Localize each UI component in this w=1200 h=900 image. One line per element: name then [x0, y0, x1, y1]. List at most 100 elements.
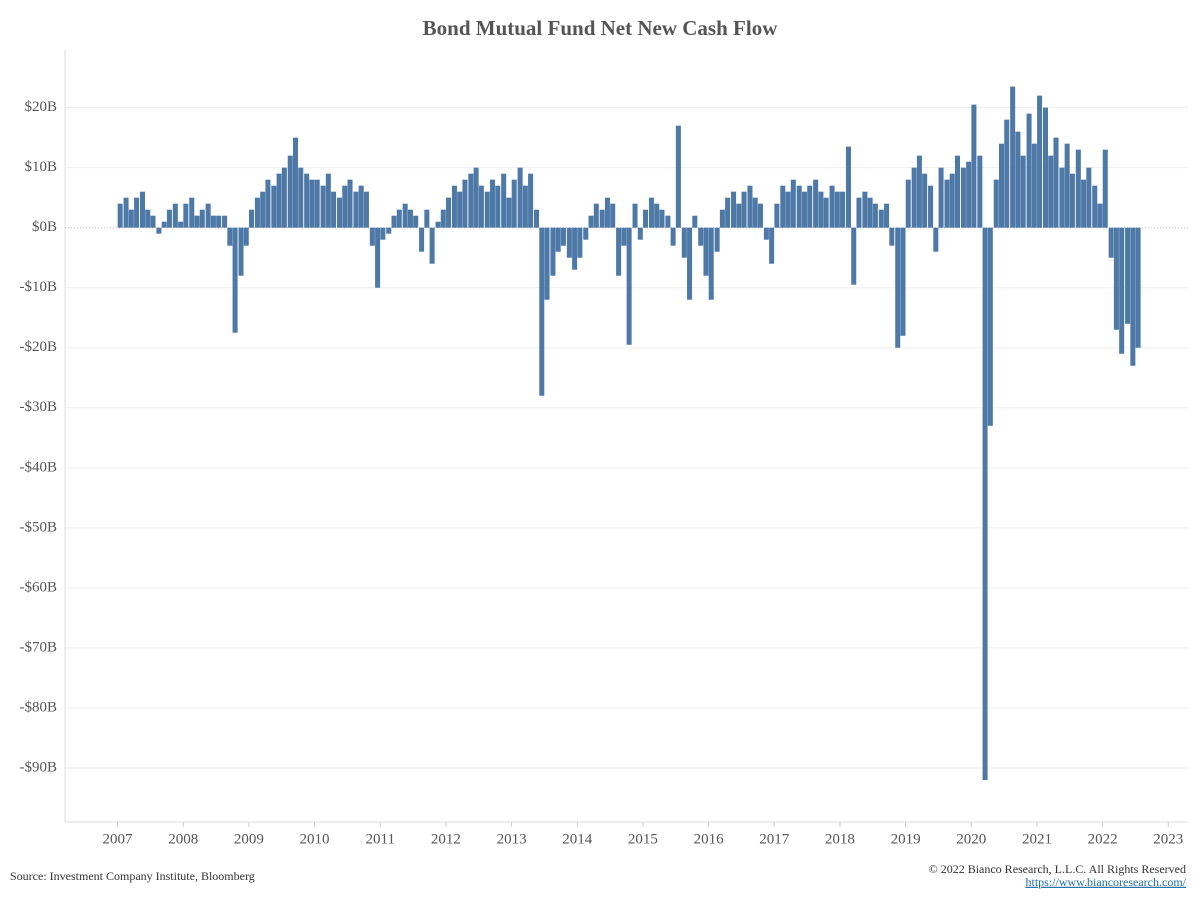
y-tick-label: -$20B: [20, 339, 58, 355]
bar: [134, 197, 140, 228]
bar: [243, 227, 249, 246]
bar: [407, 209, 413, 228]
bar: [501, 173, 507, 228]
bar: [687, 227, 693, 300]
bar: [731, 191, 737, 228]
bar: [342, 185, 348, 228]
bar: [741, 191, 747, 228]
bar: [626, 227, 632, 345]
bar: [391, 215, 397, 228]
bar: [818, 191, 824, 228]
y-tick-label: -$60B: [20, 579, 58, 595]
bar: [736, 203, 742, 228]
bar: [1092, 185, 1098, 228]
bar: [281, 167, 287, 228]
bar: [1053, 137, 1059, 228]
bar: [331, 191, 337, 228]
bar: [435, 221, 441, 228]
bar: [1119, 227, 1125, 354]
x-tick-label: 2011: [366, 831, 395, 847]
bar: [320, 185, 326, 228]
bar: [1059, 167, 1065, 228]
bar: [1108, 227, 1114, 258]
bar: [484, 191, 490, 228]
bar: [692, 215, 698, 228]
bar: [982, 227, 988, 780]
bar: [698, 227, 704, 246]
bar: [813, 179, 819, 228]
bar: [473, 167, 479, 228]
bar: [593, 203, 599, 228]
website-link[interactable]: https://www.biancoresearch.com/: [1025, 875, 1186, 889]
bar: [199, 209, 205, 228]
x-tick-label: 2017: [759, 831, 790, 847]
bar: [632, 203, 638, 228]
bar: [1130, 227, 1136, 366]
bar: [429, 227, 435, 264]
bar: [933, 227, 939, 252]
bar: [604, 197, 610, 228]
bar: [183, 203, 189, 228]
y-tick-label: $0B: [32, 219, 57, 235]
bar: [911, 167, 917, 228]
bar: [1031, 143, 1037, 228]
y-tick-label: -$40B: [20, 459, 58, 475]
bar: [462, 179, 468, 228]
x-tick-label: 2023: [1153, 831, 1183, 847]
bar: [801, 191, 807, 228]
bar: [616, 227, 622, 276]
bar: [166, 209, 172, 228]
bar: [413, 215, 419, 228]
bar: [440, 209, 446, 228]
bar: [944, 179, 950, 228]
bar: [960, 167, 966, 228]
bar: [763, 227, 769, 240]
bar: [457, 191, 463, 228]
bar: [1135, 227, 1141, 348]
bar: [780, 185, 786, 228]
bar: [314, 179, 320, 228]
bar: [829, 185, 835, 228]
bar: [419, 227, 425, 252]
bar: [511, 179, 517, 228]
bar: [599, 209, 605, 228]
bar: [539, 227, 545, 396]
bar: [1010, 86, 1016, 228]
bar: [544, 227, 550, 300]
bar: [325, 173, 331, 228]
bar: [1064, 143, 1070, 228]
bar: [851, 227, 857, 285]
bar: [719, 209, 725, 228]
bar: [856, 197, 862, 228]
bar: [867, 197, 873, 228]
bar: [572, 227, 578, 270]
bar: [725, 197, 731, 228]
bar: [1081, 179, 1087, 228]
y-tick-label: -$50B: [20, 519, 58, 535]
y-tick-label: -$30B: [20, 399, 58, 415]
bar: [834, 191, 840, 228]
y-tick-label: -$80B: [20, 699, 58, 715]
bar: [216, 215, 222, 228]
bar: [271, 185, 277, 228]
bar: [790, 179, 796, 228]
bar: [555, 227, 561, 252]
bar: [194, 215, 200, 228]
bar: [665, 215, 671, 228]
bar: [993, 179, 999, 228]
bar: [648, 197, 654, 228]
bar: [478, 185, 484, 228]
bar: [468, 173, 474, 228]
bar: [757, 203, 763, 228]
x-tick-label: 2010: [300, 831, 330, 847]
bar: [977, 155, 983, 228]
bar: [446, 197, 452, 228]
bar: [823, 197, 829, 228]
bar: [1048, 155, 1054, 228]
x-tick-label: 2008: [168, 831, 198, 847]
x-tick-label: 2014: [562, 831, 593, 847]
bar: [1113, 227, 1119, 330]
bar: [643, 209, 649, 228]
bar: [884, 203, 890, 228]
bar: [971, 104, 977, 228]
